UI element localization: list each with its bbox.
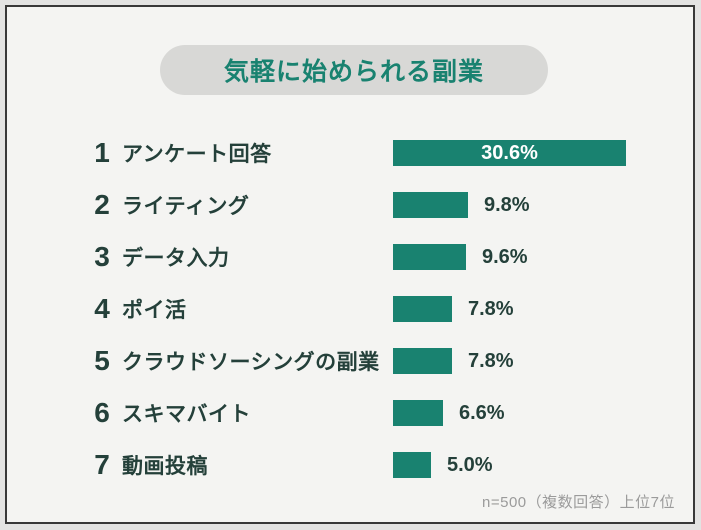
value-label: 6.6%	[459, 401, 505, 424]
chart-row: 7 動画投稿 5.0%	[7, 439, 693, 491]
category-label: ポイ活	[122, 299, 187, 322]
bar-chart: 1 アンケート回答 30.6% 2 ライティング 9.8% 3 データ入力 9.…	[7, 127, 693, 491]
category-label: データ入力	[122, 247, 230, 270]
value-bar	[393, 296, 452, 322]
rank-number: 3	[94, 241, 110, 272]
value-label: 7.8%	[468, 297, 514, 320]
chart-row: 5 クラウドソーシングの副業 7.8%	[7, 335, 693, 387]
value-label: 30.6%	[481, 141, 538, 164]
value-bar	[393, 348, 452, 374]
chart-frame: 気軽に始められる副業 1 アンケート回答 30.6% 2 ライティング 9.8%…	[5, 5, 695, 524]
value-bar	[393, 400, 443, 426]
chart-row: 3 データ入力 9.6%	[7, 231, 693, 283]
category-label: ライティング	[122, 195, 250, 218]
chart-row: 6 スキマバイト 6.6%	[7, 387, 693, 439]
category-label: クラウドソーシングの副業	[122, 351, 380, 374]
chart-title: 気軽に始められる副業	[223, 58, 484, 86]
rank-number: 4	[94, 293, 110, 324]
value-bar: 30.6%	[393, 140, 626, 166]
rank-number: 2	[94, 189, 110, 220]
rank-number: 6	[94, 397, 110, 428]
value-bar	[393, 452, 431, 478]
value-label: 9.8%	[484, 193, 530, 216]
chart-title-pill: 気軽に始められる副業	[160, 45, 548, 95]
sample-note: n=500（複数回答）上位7位	[482, 494, 675, 511]
category-label: アンケート回答	[122, 143, 272, 166]
chart-row: 1 アンケート回答 30.6%	[7, 127, 693, 179]
category-label: スキマバイト	[122, 403, 251, 426]
value-label: 7.8%	[468, 349, 514, 372]
category-label: 動画投稿	[122, 455, 208, 478]
value-bar	[393, 192, 468, 218]
rank-number: 7	[94, 449, 110, 480]
chart-row: 2 ライティング 9.8%	[7, 179, 693, 231]
rank-number: 5	[94, 345, 110, 376]
rank-number: 1	[94, 137, 110, 168]
value-label: 9.6%	[482, 245, 528, 268]
chart-row: 4 ポイ活 7.8%	[7, 283, 693, 335]
value-label: 5.0%	[447, 453, 493, 476]
value-bar	[393, 244, 466, 270]
